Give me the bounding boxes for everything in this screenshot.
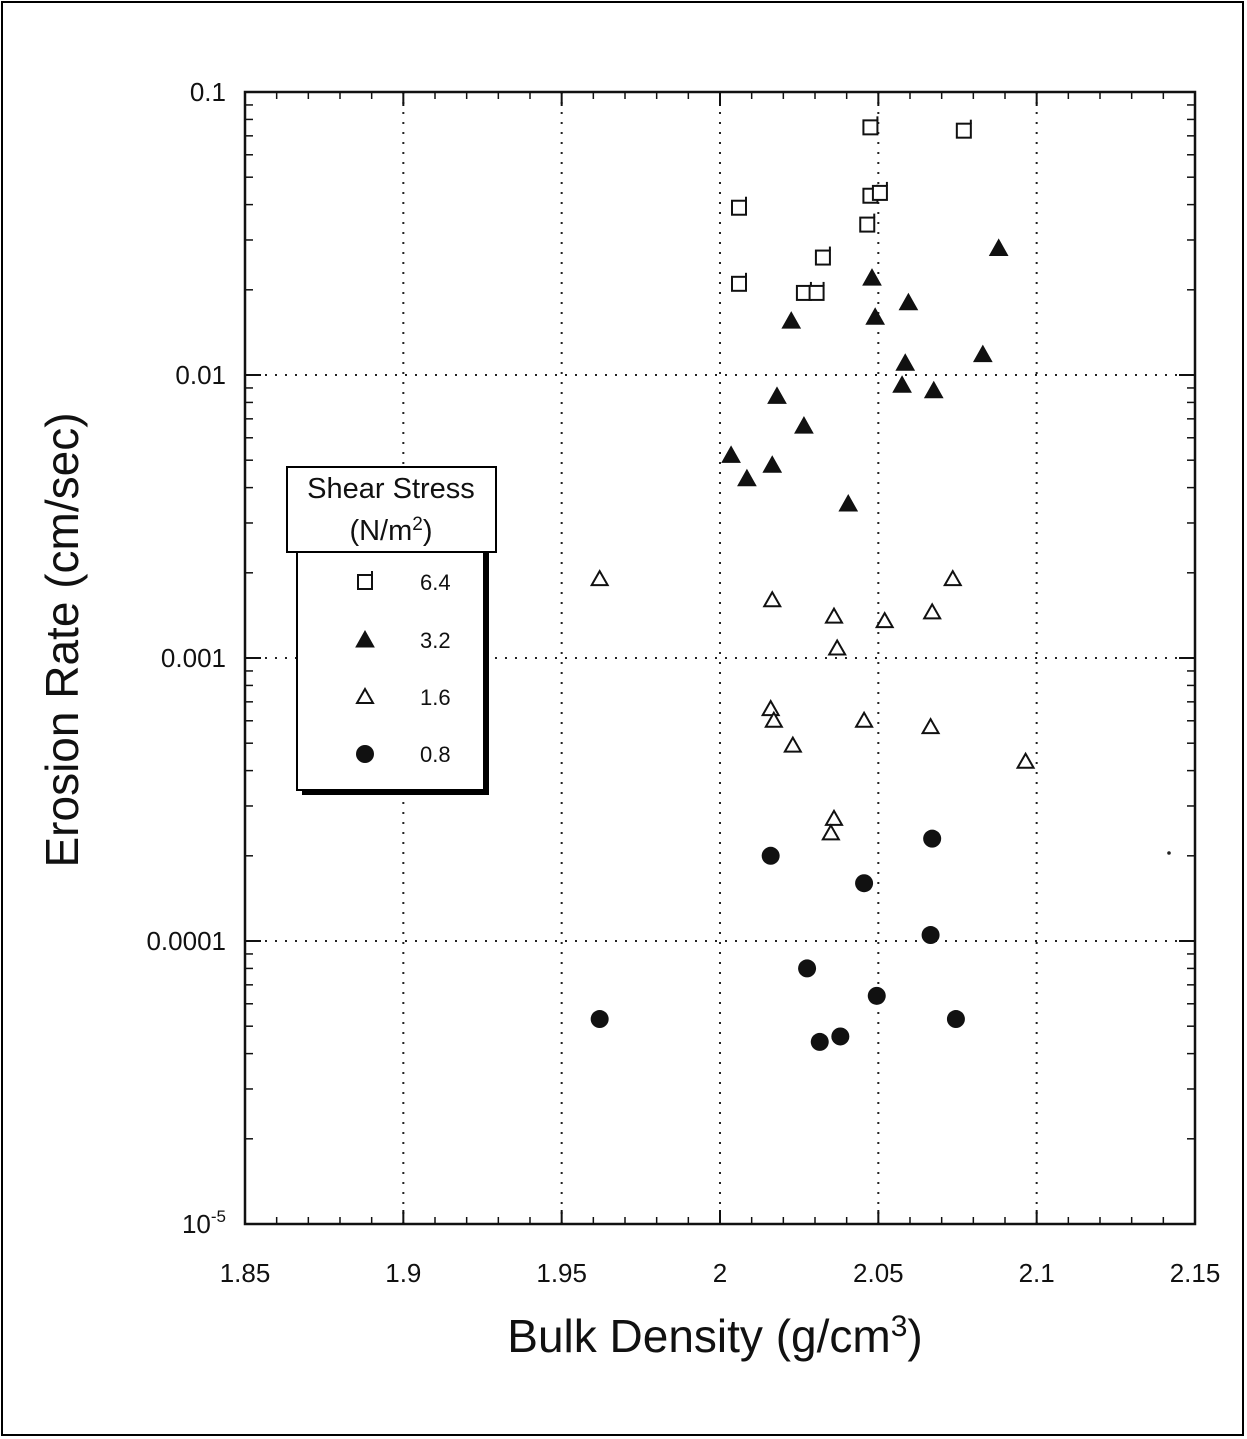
data-point-3-2 <box>923 380 944 399</box>
data-point-6-4 <box>955 119 972 139</box>
x-tick-label: 1.95 <box>536 1258 587 1288</box>
x-tick-labels: 1.85 1.9 1.95 2 2.05 2.1 2.15 <box>220 1258 1221 1288</box>
legend-marker-1-6 <box>355 686 375 704</box>
data-point-1-6 <box>764 710 784 728</box>
x-tick-label: 2.15 <box>1170 1258 1221 1288</box>
data-point-6-4 <box>731 196 747 216</box>
data-point-3-2 <box>972 344 993 363</box>
legend-marker-3-2 <box>355 629 375 648</box>
y-axis-title: Erosion Rate (cm/sec) <box>36 412 88 867</box>
square-marker-body <box>731 275 747 292</box>
data-point-0-8 <box>831 1027 850 1046</box>
y-tick-label: 0.01 <box>175 360 226 390</box>
square-marker-body <box>862 119 879 136</box>
data-point-6-4 <box>808 281 825 301</box>
data-point-1-6 <box>922 602 942 620</box>
data-point-3-2 <box>721 445 741 463</box>
x-axis-title: Bulk Density (g/cm3) <box>507 1310 922 1362</box>
x-tick-label: 1.85 <box>220 1258 271 1288</box>
data-point-6-4 <box>859 213 876 233</box>
square-marker-body <box>859 216 876 233</box>
data-point-1-6 <box>824 606 844 624</box>
legend-label-3-2: 3.2 <box>420 628 451 653</box>
data-point-1-6 <box>943 569 963 587</box>
data-point-3-2 <box>794 416 814 434</box>
legend-entries: 6.4 3.2 1.6 0.8 <box>355 570 451 767</box>
data-point-1-6 <box>783 735 803 753</box>
data-point-3-2 <box>862 268 882 286</box>
legend-marker-0-8 <box>356 745 374 763</box>
data-point-6-4 <box>814 246 831 266</box>
square-marker-body <box>955 122 972 139</box>
data-point-3-2 <box>838 494 859 512</box>
legend-label-6-4: 6.4 <box>420 570 451 595</box>
axis-ticks <box>244 91 1196 1225</box>
legend-label-1-6: 1.6 <box>420 685 451 710</box>
y-tick-label: 0.0001 <box>146 926 226 956</box>
legend: Shear Stress (N/m2) 6.4 3.2 1.6 0.8 <box>286 466 497 795</box>
data-point-6-4 <box>862 116 879 136</box>
data-point-0-8 <box>867 986 886 1005</box>
data-point-0-8 <box>761 846 780 865</box>
data-point-0-8 <box>855 874 874 893</box>
data-point-1-6 <box>1015 751 1036 769</box>
legend-title-box <box>286 466 497 553</box>
x-tick-label: 1.9 <box>385 1258 421 1288</box>
data-point-1-6 <box>854 710 874 728</box>
data-point-1-6 <box>824 808 844 826</box>
y-tick-label: 0.001 <box>161 643 226 673</box>
square-marker-body <box>731 199 747 216</box>
data-points <box>589 116 1036 1051</box>
data-point-6-4 <box>871 181 888 201</box>
square-marker-body <box>814 249 831 266</box>
data-point-1-6 <box>920 717 941 735</box>
grid-lines <box>245 92 1195 1224</box>
square-marker-body <box>871 184 888 201</box>
data-point-3-2 <box>895 353 916 371</box>
legend-marker-6-4 <box>357 571 373 590</box>
data-point-3-2 <box>892 375 912 393</box>
square-marker-body <box>808 284 825 301</box>
y-tick-labels: 0.1 0.01 0.001 0.0001 10-5 <box>146 77 226 1239</box>
data-point-1-6 <box>589 569 610 587</box>
data-point-6-4 <box>731 272 747 292</box>
data-point-1-6 <box>762 590 782 608</box>
legend-title-line1: Shear Stress <box>307 473 475 505</box>
data-point-3-2 <box>898 292 919 311</box>
data-point-3-2 <box>762 455 783 473</box>
square-marker-body <box>357 574 373 590</box>
data-point-3-2 <box>988 238 1009 256</box>
data-point-1-6 <box>827 638 847 656</box>
data-point-3-2 <box>865 307 886 325</box>
stray-dot <box>1167 851 1171 855</box>
legend-label-0-8: 0.8 <box>420 742 451 767</box>
y-tick-label: 0.1 <box>190 77 226 107</box>
data-point-3-2 <box>767 386 787 404</box>
data-point-1-6 <box>821 823 841 841</box>
data-point-0-8 <box>946 1010 965 1029</box>
data-point-0-8 <box>810 1032 829 1051</box>
data-point-1-6 <box>760 699 781 717</box>
data-point-0-8 <box>921 926 940 945</box>
data-point-0-8 <box>590 1010 609 1029</box>
data-point-0-8 <box>798 959 817 978</box>
x-tick-label: 2.05 <box>853 1258 904 1288</box>
data-point-0-8 <box>923 829 942 848</box>
data-point-3-2 <box>781 311 802 329</box>
data-point-1-6 <box>874 611 895 629</box>
data-point-3-2 <box>737 468 757 487</box>
y-tick-label: 10-5 <box>182 1207 226 1239</box>
x-tick-label: 2 <box>713 1258 727 1288</box>
legend-box <box>296 514 485 791</box>
x-tick-label: 2.1 <box>1019 1258 1055 1288</box>
legend-title-line2: (N/m2) <box>349 514 432 547</box>
